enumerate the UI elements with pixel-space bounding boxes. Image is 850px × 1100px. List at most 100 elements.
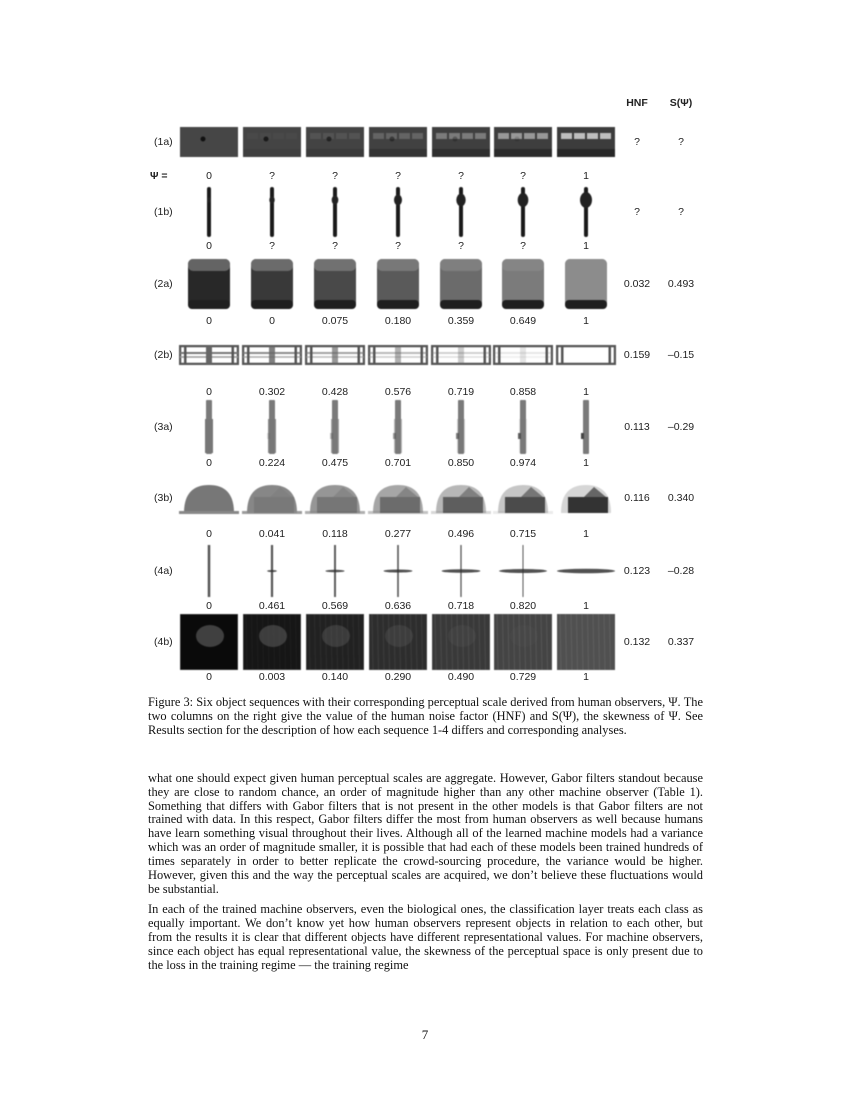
hnf-value: 0.032 <box>623 278 651 290</box>
psi-value: ? <box>269 170 275 182</box>
psi-value: 0.224 <box>258 457 286 469</box>
texture-image <box>494 614 552 670</box>
psi-value: 0.974 <box>509 457 537 469</box>
texture-image <box>369 614 427 670</box>
psi-value: ? <box>458 170 464 182</box>
psi-value: 0 <box>269 315 275 327</box>
stick-image <box>456 187 466 237</box>
frame-image <box>179 345 239 365</box>
psi-value: 0 <box>206 170 212 182</box>
psi-value: 1 <box>583 457 589 469</box>
skewness-value: 0.337 <box>667 636 695 648</box>
stick-image <box>269 187 275 237</box>
texture-image <box>306 614 364 670</box>
skewness-value: –0.29 <box>667 421 695 433</box>
cross-image <box>441 545 481 597</box>
psi-value: ? <box>332 170 338 182</box>
skewness-column-header: S(Ψ) <box>669 97 693 109</box>
cylinder-image <box>251 259 293 309</box>
helmet-image <box>305 485 365 514</box>
psi-value: 0.729 <box>509 671 537 683</box>
rod-image <box>393 400 402 454</box>
rod-image <box>581 400 589 454</box>
stick-image <box>580 187 592 237</box>
psi-value: 1 <box>583 315 589 327</box>
skewness-value: 0.340 <box>667 492 695 504</box>
psi-value: 0 <box>206 315 212 327</box>
texture-image <box>243 614 301 670</box>
cylinder-image <box>188 259 230 309</box>
helmet-image <box>431 485 491 514</box>
frame-image <box>431 345 491 365</box>
psi-value: 0.075 <box>321 315 349 327</box>
hnf-column-header: HNF <box>626 97 648 109</box>
frame-image <box>556 345 616 365</box>
psi-value: 1 <box>583 170 589 182</box>
psi-value: 0 <box>206 600 212 612</box>
psi-value: 0 <box>206 240 212 252</box>
psi-value: 0.718 <box>447 600 475 612</box>
hnf-value: ? <box>634 206 640 218</box>
psi-value: 0.820 <box>509 600 537 612</box>
cylinder-image <box>377 259 419 309</box>
panel-image <box>180 127 238 157</box>
psi-value: 0 <box>206 386 212 398</box>
psi-value: 0.302 <box>258 386 286 398</box>
hnf-value: 0.116 <box>624 492 650 504</box>
cylinder-image <box>565 259 607 309</box>
psi-value: 0.496 <box>447 528 475 540</box>
helmet-image <box>242 485 302 514</box>
hnf-value: ? <box>634 136 640 148</box>
helmet-image <box>493 485 553 514</box>
psi-value: ? <box>332 240 338 252</box>
psi-value: 0.461 <box>258 600 286 612</box>
cross-image <box>383 545 413 597</box>
figure-caption: Figure 3: Six object sequences with thei… <box>148 695 703 737</box>
row-label: (1b) <box>154 206 173 218</box>
helmet-image <box>368 485 428 514</box>
psi-value: ? <box>395 170 401 182</box>
rod-image <box>267 400 276 454</box>
skewness-value: 0.493 <box>667 278 695 290</box>
psi-value: 1 <box>583 528 589 540</box>
psi-value: 1 <box>583 600 589 612</box>
page-number: 7 <box>421 1027 429 1042</box>
hnf-value: 0.113 <box>624 421 650 433</box>
psi-value: 0.701 <box>384 457 412 469</box>
psi-value: 0.569 <box>321 600 349 612</box>
rod-image <box>518 400 527 454</box>
stick-image <box>331 187 339 237</box>
psi-value: 0 <box>206 671 212 683</box>
panel-image <box>494 127 552 157</box>
cross-image <box>325 545 345 597</box>
frame-image <box>242 345 302 365</box>
row-label: (4a) <box>154 565 173 577</box>
psi-value: 0.490 <box>447 671 475 683</box>
psi-value: 0.140 <box>321 671 349 683</box>
stick-image <box>394 187 402 237</box>
text-column: Figure 3: Six object sequences with thei… <box>148 695 703 972</box>
rod-image <box>205 400 213 454</box>
panel-image <box>306 127 364 157</box>
psi-value: 0.576 <box>384 386 412 398</box>
texture-image <box>557 614 615 670</box>
skewness-value: –0.28 <box>667 565 695 577</box>
skewness-value: ? <box>678 206 684 218</box>
cylinder-image <box>440 259 482 309</box>
body-paragraph: what one should expect given human perce… <box>148 770 703 896</box>
panel-image <box>369 127 427 157</box>
psi-value: ? <box>395 240 401 252</box>
psi-value: 0.290 <box>384 671 412 683</box>
rod-image <box>456 400 465 454</box>
psi-value: 0.715 <box>509 528 537 540</box>
hnf-value: 0.123 <box>623 565 651 577</box>
psi-value: 1 <box>583 671 589 683</box>
frame-image <box>493 345 553 365</box>
psi-value: 0.041 <box>258 528 286 540</box>
stick-image <box>207 187 211 237</box>
texture-image <box>432 614 490 670</box>
frame-image <box>305 345 365 365</box>
psi-value: ? <box>520 240 526 252</box>
row-label: (2a) <box>154 278 173 290</box>
psi-value: 0.428 <box>321 386 349 398</box>
